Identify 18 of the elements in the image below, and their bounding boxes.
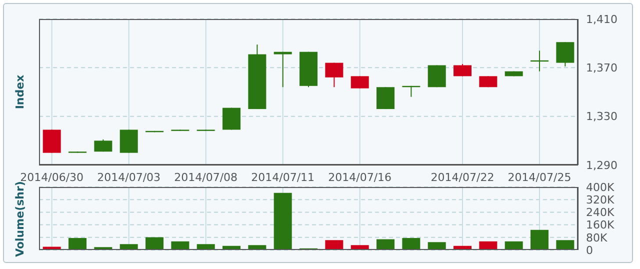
y-tick-label: 80K [586, 231, 608, 244]
x-tick-label: 2014/07/03 [97, 170, 161, 184]
y-tick-label: 1,370 [586, 62, 618, 75]
y-axis-title: Volume(shr) [14, 180, 26, 256]
y-tick-label: 320K [586, 194, 615, 207]
y-tick-label: 0 [586, 244, 593, 257]
x-tick-label: 2014/07/08 [174, 170, 238, 184]
x-tick-label: 2014/07/22 [430, 170, 494, 184]
x-tick-label: 2014/07/25 [508, 170, 572, 184]
y-tick-label: 400K [586, 180, 615, 194]
y-tick-label: 240K [586, 206, 615, 220]
y-tick-label: 1,330 [586, 110, 618, 124]
y-tick-label: 160K [586, 218, 615, 232]
y-tick-label: 1,290 [586, 158, 618, 172]
x-tick-label: 2014/07/16 [328, 170, 392, 184]
y-axis-title: Index [14, 74, 26, 110]
y-tick-label: 1,410 [586, 12, 618, 26]
x-tick-label: 2014/07/11 [251, 170, 315, 184]
